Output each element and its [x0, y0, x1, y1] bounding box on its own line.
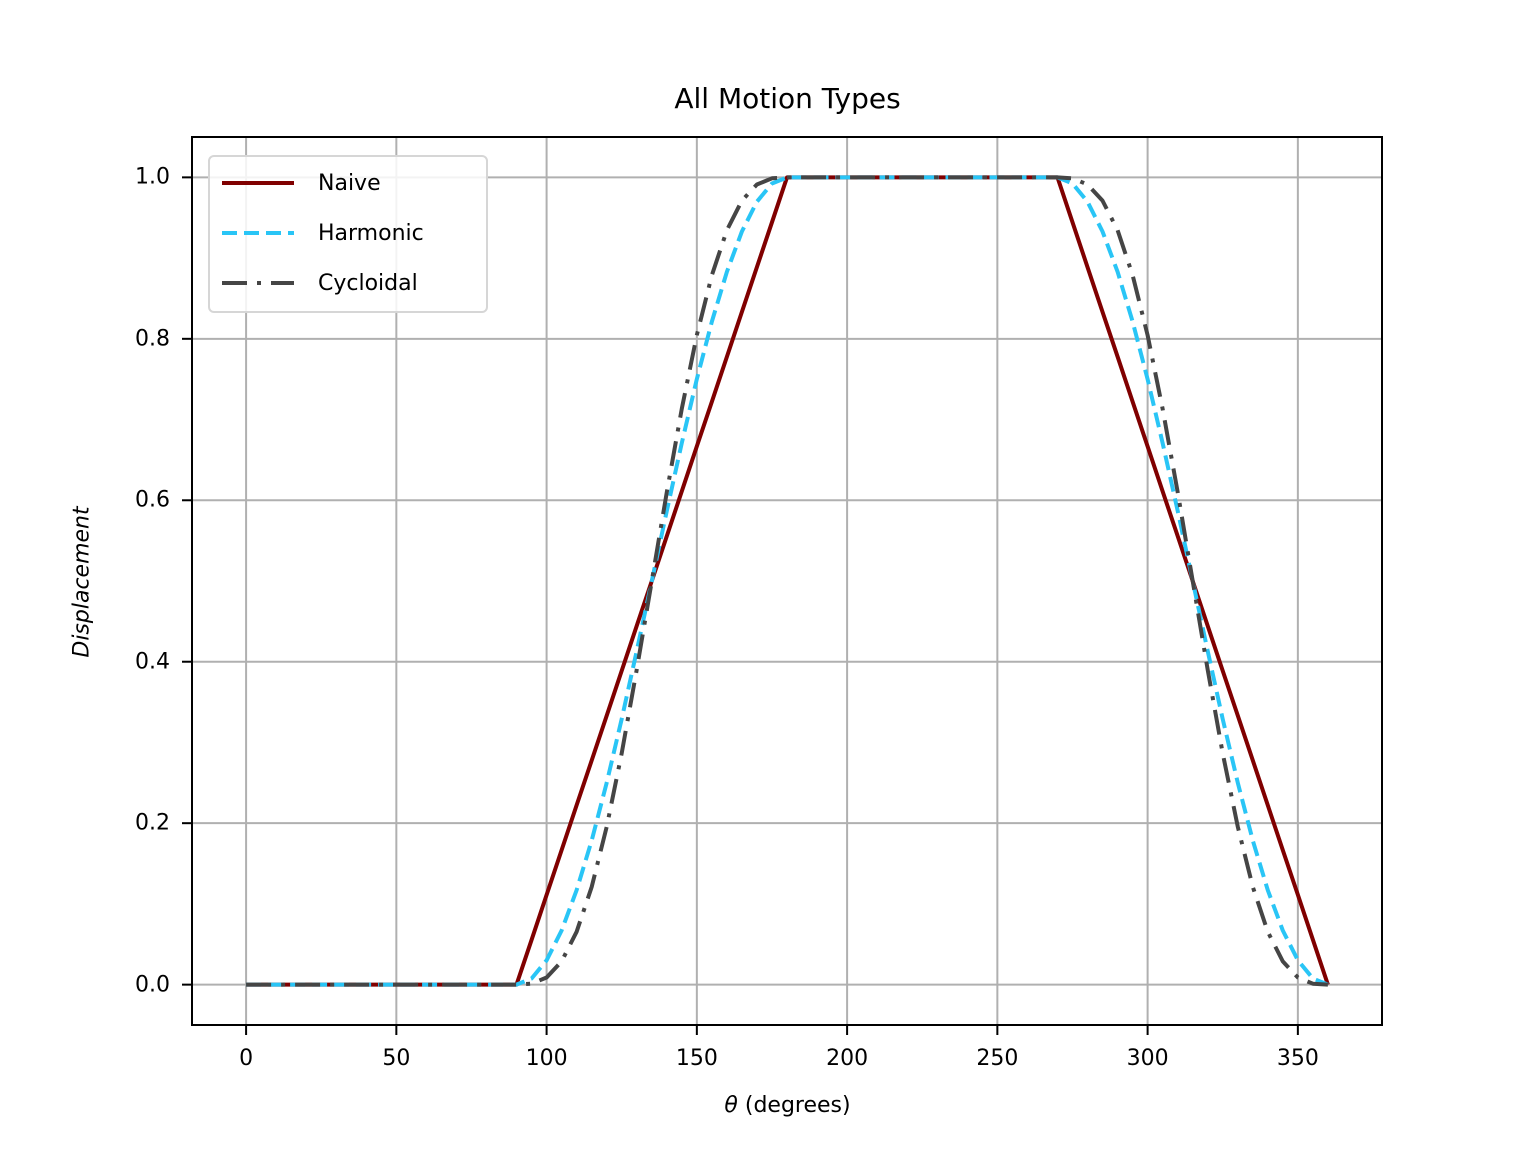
x-tick-label: 300: [1126, 1046, 1169, 1071]
legend-item-naive: Naive: [222, 163, 381, 203]
y-axis-label: Displacement: [69, 506, 95, 658]
series-line-naive: [246, 175, 1330, 987]
axes-frame: [191, 136, 1383, 1026]
x-axis-label: θ (degrees): [724, 1093, 851, 1118]
y-tick-label: 0.6: [135, 487, 170, 513]
legend-line-solid-icon: [222, 181, 294, 185]
x-axis-label-text: (degrees): [737, 1093, 851, 1118]
y-tick-label: 1.0: [135, 164, 170, 190]
y-tick-label: 0.4: [135, 649, 170, 675]
legend-label: Harmonic: [318, 220, 424, 246]
legend: Naive Harmonic Cycloidal: [208, 155, 488, 313]
tick-marks: [182, 176, 1299, 1035]
y-tick-label: 0.8: [135, 326, 170, 352]
x-tick-label: 200: [826, 1046, 869, 1071]
y-tick-label: 0.0: [135, 972, 170, 998]
series-line-harmonic: [246, 175, 1329, 987]
legend-line-dashdot-icon: [222, 281, 294, 285]
legend-label: Naive: [318, 170, 381, 196]
x-tick-label: 50: [382, 1046, 411, 1071]
x-tick-label: 0: [239, 1046, 254, 1071]
x-tick-label: 100: [525, 1046, 568, 1071]
legend-line-dashed-icon: [222, 231, 294, 235]
chart-title: All Motion Types: [674, 82, 901, 115]
x-tick-label: 350: [1276, 1046, 1319, 1071]
legend-item-cycloidal: Cycloidal: [222, 263, 418, 303]
y-tick-label: 0.2: [135, 810, 170, 836]
x-tick-label: 250: [976, 1046, 1019, 1071]
x-tick-label: 150: [675, 1046, 718, 1071]
data-series: [246, 175, 1330, 987]
legend-item-harmonic: Harmonic: [222, 213, 424, 253]
legend-label: Cycloidal: [318, 270, 418, 296]
